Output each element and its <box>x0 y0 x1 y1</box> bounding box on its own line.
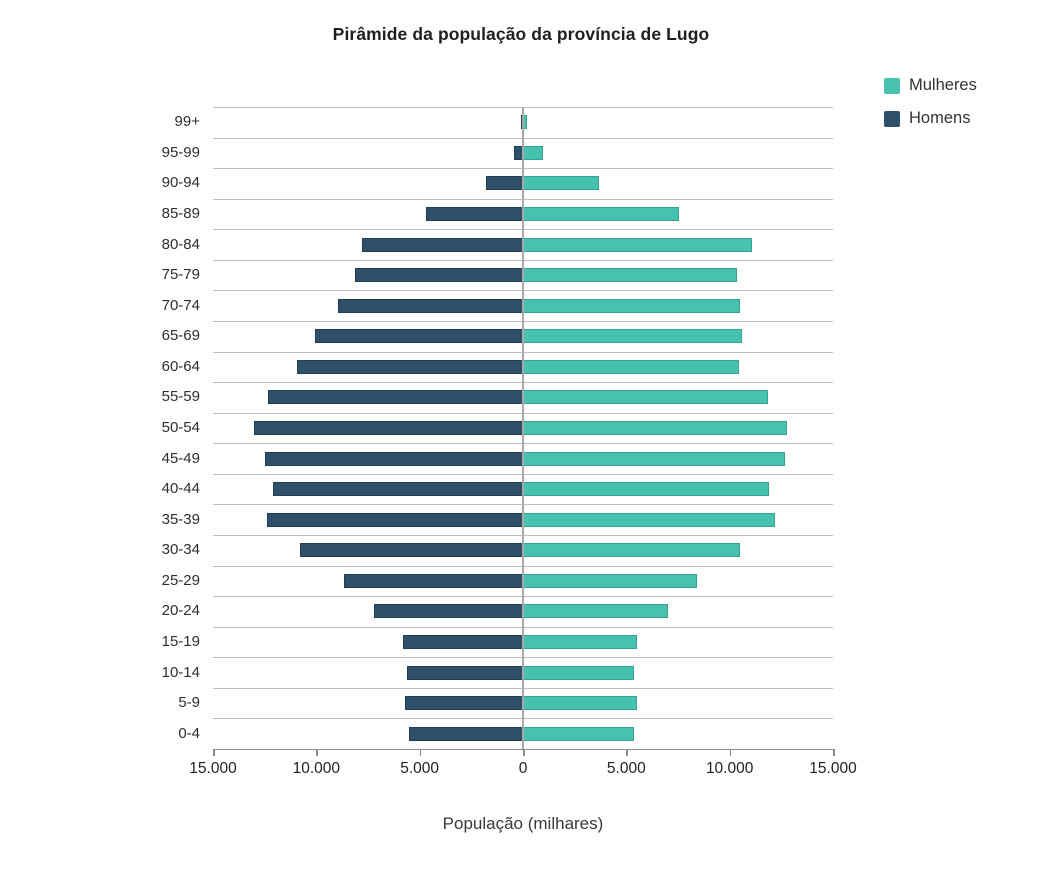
x-axis-tick <box>523 749 525 756</box>
bar-mulheres-30-34 <box>523 543 740 558</box>
x-axis-tick-label: 15.000 <box>809 760 857 777</box>
bar-mulheres-65-69 <box>523 329 743 344</box>
bar-homens-40-44 <box>272 482 523 497</box>
bar-homens-25-29 <box>344 573 523 588</box>
bar-homens-10-14 <box>407 665 523 680</box>
bar-homens-55-59 <box>267 390 523 405</box>
bar-mulheres-90-94 <box>523 176 600 191</box>
y-axis-label: 99+ <box>174 113 200 131</box>
y-axis-label: 95-99 <box>161 143 200 161</box>
bar-mulheres-95-99 <box>523 145 543 160</box>
y-axis-label: 10-14 <box>161 663 200 681</box>
center-axis-line <box>522 107 524 749</box>
y-axis-label: 85-89 <box>161 205 200 222</box>
bar-homens-90-94 <box>485 176 523 191</box>
y-axis-label: 75-79 <box>161 266 200 284</box>
bar-mulheres-50-54 <box>523 421 787 435</box>
y-axis-label: 70-74 <box>161 296 200 314</box>
y-axis-label: 30-34 <box>161 541 200 559</box>
y-axis-label: 60-64 <box>161 357 200 375</box>
bar-homens-15-19 <box>403 635 523 649</box>
bar-homens-65-69 <box>315 329 523 344</box>
bar-mulheres-55-59 <box>523 390 768 405</box>
x-axis-tick-label: 10.000 <box>705 760 754 777</box>
bar-mulheres-35-39 <box>523 512 776 527</box>
bar-mulheres-5-9 <box>523 696 637 711</box>
bar-mulheres-70-74 <box>523 298 740 313</box>
x-axis-tick-label: 0 <box>518 760 528 777</box>
bar-mulheres-10-14 <box>523 665 634 680</box>
y-axis-label: 0-4 <box>178 724 200 742</box>
bar-homens-50-54 <box>254 421 523 435</box>
bar-mulheres-40-44 <box>523 482 769 497</box>
bar-homens-35-39 <box>266 512 523 527</box>
bar-homens-30-34 <box>299 543 523 558</box>
y-axis-label: 90-94 <box>161 174 200 192</box>
bar-mulheres-85-89 <box>523 207 680 221</box>
y-axis-label: 80-84 <box>161 235 200 253</box>
bar-mulheres-75-79 <box>523 268 737 283</box>
x-axis-tick <box>213 749 215 756</box>
legend-swatch-mulheres <box>884 77 900 94</box>
bar-homens-70-74 <box>338 298 523 313</box>
legend-swatch-homens <box>884 110 900 127</box>
bar-mulheres-15-19 <box>523 635 637 649</box>
bar-mulheres-20-24 <box>523 604 668 619</box>
bar-homens-80-84 <box>361 237 523 252</box>
legend-label: Homens <box>909 109 971 127</box>
x-axis-tick <box>833 749 835 756</box>
x-axis-tick-label: 5.000 <box>606 760 646 777</box>
bar-mulheres-45-49 <box>523 451 786 466</box>
x-axis-tick <box>729 749 732 756</box>
bar-homens-0-4 <box>409 726 523 741</box>
x-axis-tick <box>626 749 628 756</box>
bar-homens-20-24 <box>374 604 523 619</box>
bar-mulheres-60-64 <box>523 359 739 374</box>
y-axis-label: 55-59 <box>161 388 200 406</box>
x-axis-tick-label: 5.000 <box>400 760 440 777</box>
y-axis-label: 35-39 <box>161 510 200 528</box>
bar-homens-85-89 <box>425 207 523 221</box>
bar-mulheres-80-84 <box>523 237 753 252</box>
x-axis-tick-label: 15.000 <box>189 760 237 777</box>
x-axis-tick <box>316 749 318 756</box>
y-axis-label: 65-69 <box>161 327 200 345</box>
x-axis-tick-label: 10.000 <box>292 760 341 777</box>
legend: Mulheres Homens <box>884 76 977 142</box>
bar-homens-5-9 <box>405 696 523 711</box>
y-axis-label: 40-44 <box>161 480 200 498</box>
bar-homens-45-49 <box>264 451 523 466</box>
legend-item-mulheres[interactable]: Mulheres <box>884 76 977 95</box>
plot-area <box>213 107 833 749</box>
y-axis-label: 25-29 <box>161 571 200 589</box>
y-axis-label: 45-49 <box>161 449 200 467</box>
bar-homens-60-64 <box>296 359 523 374</box>
chart-title: Pirâmide da população da província de Lu… <box>332 24 710 44</box>
y-axis-label: 5-9 <box>178 694 200 712</box>
x-axis-tick <box>419 749 422 756</box>
bar-mulheres-25-29 <box>523 573 697 588</box>
y-axis-label: 15-19 <box>161 633 200 650</box>
bar-mulheres-0-4 <box>523 726 634 741</box>
legend-label: Mulheres <box>909 76 977 94</box>
x-axis-title: População (milhares) <box>442 814 604 833</box>
y-axis-label: 50-54 <box>161 419 200 436</box>
legend-item-homens[interactable]: Homens <box>884 109 977 128</box>
bar-homens-75-79 <box>354 268 523 283</box>
y-axis-label: 20-24 <box>161 602 200 620</box>
